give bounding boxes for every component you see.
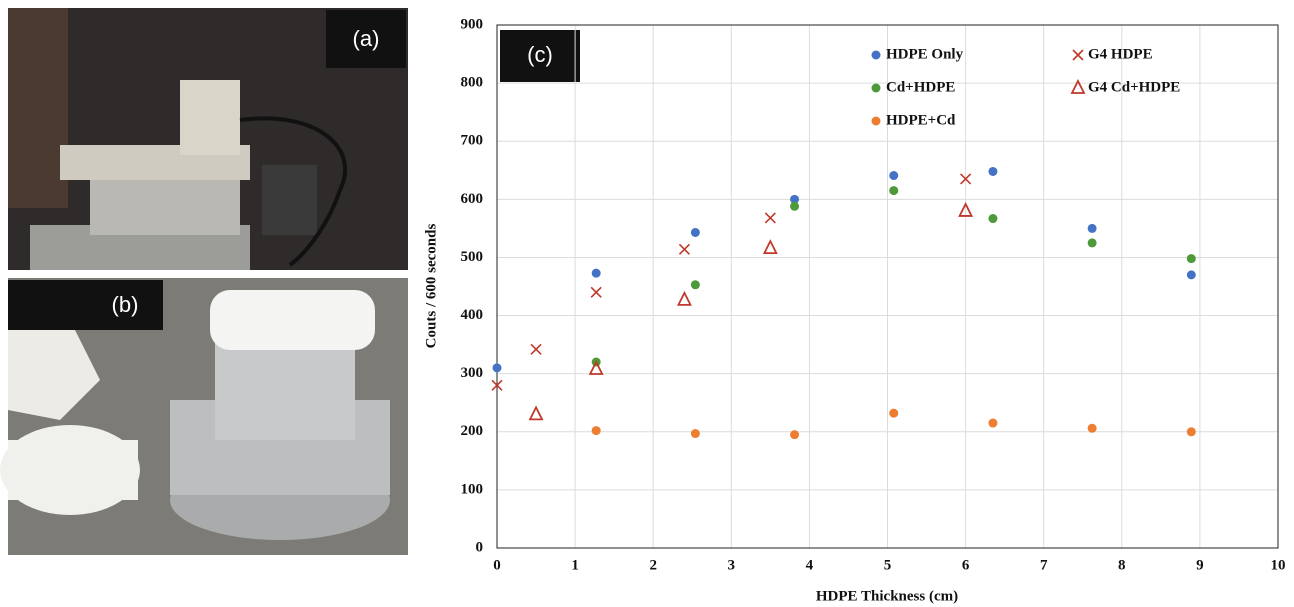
legend-label: G4 HDPE <box>1088 46 1153 62</box>
data-point <box>889 186 899 196</box>
y-tick-label: 400 <box>461 307 484 323</box>
data-point <box>790 201 800 211</box>
legend-label: G4 Cd+HDPE <box>1088 79 1180 95</box>
data-point <box>590 286 602 298</box>
data-point <box>1087 423 1097 433</box>
y-tick-label: 800 <box>461 75 484 91</box>
data-point <box>988 166 998 176</box>
data-point <box>1186 427 1196 437</box>
legend-marker <box>1072 49 1084 61</box>
data-point <box>1087 223 1097 233</box>
panel-label: (c) <box>527 42 553 67</box>
data-point <box>889 171 899 181</box>
data-point <box>958 201 974 217</box>
data-point <box>676 290 692 306</box>
data-point <box>690 227 700 237</box>
legend-marker <box>871 83 881 93</box>
data-point <box>790 430 800 440</box>
data-point <box>1186 254 1196 264</box>
y-tick-label: 500 <box>461 249 484 265</box>
data-point <box>678 243 691 255</box>
data-point <box>528 405 544 421</box>
y-axis-title: Couts / 600 seconds <box>423 224 439 349</box>
data-point <box>1087 238 1097 248</box>
data-point <box>591 268 601 278</box>
data-point <box>762 239 778 255</box>
data-point <box>960 173 972 185</box>
data-point <box>690 280 700 290</box>
x-tick-label: 2 <box>649 557 657 573</box>
legend-label: HDPE+Cd <box>886 112 956 128</box>
x-tick-label: 8 <box>1118 557 1126 573</box>
x-tick-label: 6 <box>962 557 970 573</box>
data-point <box>491 379 503 391</box>
x-tick-label: 5 <box>884 557 892 573</box>
y-tick-label: 300 <box>461 365 484 381</box>
x-axis-title: HDPE Thickness (cm) <box>816 588 958 604</box>
x-tick-label: 10 <box>1271 557 1286 573</box>
panel-label: (b) <box>112 292 139 317</box>
data-point <box>1186 270 1196 280</box>
photo-a: (a) <box>8 8 408 270</box>
data-point <box>790 194 800 204</box>
y-tick-label: 700 <box>461 133 484 149</box>
x-tick-label: 3 <box>728 557 736 573</box>
y-tick-label: 0 <box>476 539 484 555</box>
legend-marker <box>1070 78 1086 94</box>
panel-label-box <box>500 30 580 82</box>
photo-b: (b) <box>0 278 408 555</box>
data-point <box>492 363 502 373</box>
x-tick-label: 0 <box>493 557 501 573</box>
y-tick-label: 900 <box>461 16 484 32</box>
data-point <box>530 343 542 355</box>
panel-label: (a) <box>353 26 380 51</box>
x-tick-label: 7 <box>1040 557 1048 573</box>
data-point <box>690 429 700 439</box>
x-tick-label: 4 <box>806 557 814 573</box>
legend-label: HDPE Only <box>886 46 964 62</box>
legend-marker <box>871 116 881 126</box>
data-point <box>588 360 604 375</box>
legend-label: Cd+HDPE <box>886 79 955 95</box>
plot-frame <box>496 24 1279 549</box>
y-tick-label: 100 <box>461 481 484 497</box>
data-point <box>988 214 998 224</box>
data-point <box>889 408 899 418</box>
data-point <box>591 426 601 436</box>
y-tick-label: 200 <box>461 423 484 439</box>
data-point <box>764 212 776 224</box>
data-point <box>988 418 998 428</box>
x-tick-label: 1 <box>571 557 579 573</box>
legend-marker <box>871 50 881 60</box>
y-tick-label: 600 <box>461 191 484 207</box>
x-tick-label: 9 <box>1196 557 1204 573</box>
